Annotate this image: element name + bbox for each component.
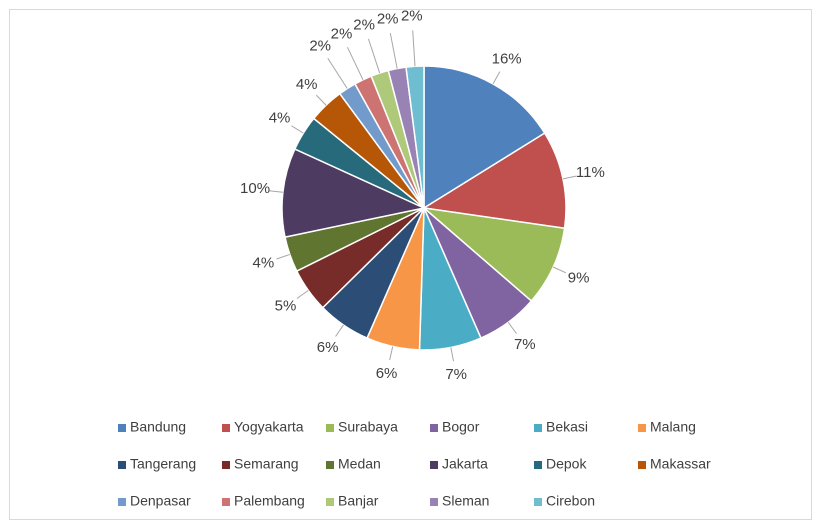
legend-swatch xyxy=(222,498,230,506)
pie-slice xyxy=(423,65,546,210)
data-label: 7% xyxy=(445,366,467,383)
leader-line xyxy=(450,347,455,362)
leader-line xyxy=(335,324,344,337)
data-label: 2% xyxy=(309,37,331,54)
data-label: 4% xyxy=(253,255,275,272)
leader-line xyxy=(412,30,416,67)
leader-line xyxy=(296,289,309,299)
legend-swatch xyxy=(638,424,646,432)
leader-line xyxy=(552,266,567,274)
leader-line xyxy=(367,38,381,74)
data-label: 6% xyxy=(376,365,398,382)
data-label: 2% xyxy=(331,26,353,43)
legend-swatch xyxy=(118,424,126,432)
legend-swatch xyxy=(222,461,230,469)
legend-label: Depok xyxy=(546,456,587,472)
legend-swatch xyxy=(326,424,334,432)
leader-line xyxy=(315,94,327,106)
leader-line xyxy=(291,125,304,134)
legend-swatch xyxy=(534,498,542,506)
legend-swatch xyxy=(118,461,126,469)
leader-line xyxy=(492,71,501,85)
legend-label: Bekasi xyxy=(546,419,588,435)
legend-swatch xyxy=(534,424,542,432)
legend-label: Makassar xyxy=(650,456,711,472)
leader-line xyxy=(389,33,398,69)
legend-label: Tangerang xyxy=(130,456,196,472)
leader-line xyxy=(327,57,348,89)
legend-label: Surabaya xyxy=(338,419,398,435)
data-label: 2% xyxy=(377,10,399,27)
data-label: 4% xyxy=(296,76,318,93)
leader-line xyxy=(347,47,364,80)
leader-line xyxy=(276,253,290,260)
legend-swatch xyxy=(430,424,438,432)
legend-label: Yogyakarta xyxy=(234,419,304,435)
legend-swatch xyxy=(222,424,230,432)
leader-line xyxy=(268,190,283,193)
data-label: 9% xyxy=(568,270,590,287)
data-label: 2% xyxy=(401,7,423,24)
data-label: 7% xyxy=(514,336,536,353)
legend-label: Denpasar xyxy=(130,493,191,509)
legend-swatch xyxy=(534,461,542,469)
legend-swatch xyxy=(638,461,646,469)
legend-label: Banjar xyxy=(338,493,379,509)
legend-label: Cirebon xyxy=(546,493,595,509)
data-label: 6% xyxy=(317,339,339,356)
pie-slice xyxy=(421,206,566,303)
leader-line xyxy=(562,175,577,180)
legend-swatch xyxy=(118,498,126,506)
legend-label: Bandung xyxy=(130,419,186,435)
leader-line xyxy=(389,346,394,361)
data-label: 5% xyxy=(275,298,297,315)
legend-label: Palembang xyxy=(234,493,305,509)
legend-label: Bogor xyxy=(442,419,480,435)
data-label: 2% xyxy=(353,17,375,34)
legend-swatch xyxy=(326,461,334,469)
legend-label: Malang xyxy=(650,419,696,435)
legend-swatch xyxy=(430,498,438,506)
data-label: 10% xyxy=(240,180,270,197)
data-label: 11% xyxy=(576,164,605,181)
data-label: 16% xyxy=(492,50,522,67)
legend-label: Medan xyxy=(338,456,381,472)
legend-label: Semarang xyxy=(234,456,299,472)
legend-label: Sleman xyxy=(442,493,489,509)
pie-slice xyxy=(405,65,425,209)
legend-swatch xyxy=(430,461,438,469)
legend-swatch xyxy=(326,498,334,506)
legend-label: Jakarta xyxy=(442,456,488,472)
leader-line xyxy=(507,322,517,334)
data-label: 4% xyxy=(269,109,291,126)
